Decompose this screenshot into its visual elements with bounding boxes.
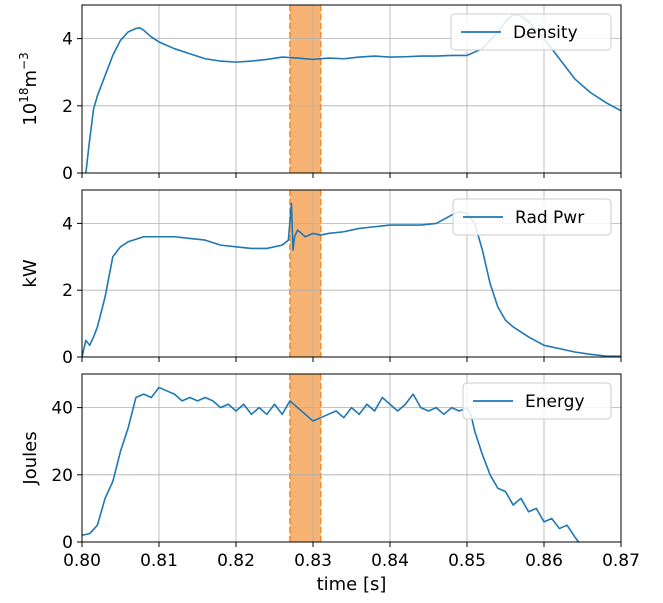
y-tick-label: 4	[62, 214, 73, 234]
x-tick-label: 0.87	[602, 551, 640, 571]
legend: Energy	[462, 382, 612, 420]
x-axis-label: time [s]	[317, 574, 387, 595]
legend-label: Rad Pwr	[515, 208, 584, 228]
y-tick-label: 0	[62, 348, 73, 368]
y-axis-label-part: −3	[17, 52, 31, 70]
x-tick-label: 0.84	[371, 551, 409, 571]
y-axis-label-part: m	[20, 70, 41, 88]
y-tick-label: 0	[62, 533, 73, 553]
y-axis-label-part: 10	[20, 103, 41, 126]
x-tick-label: 0.82	[217, 551, 255, 571]
y-axis-label: kW	[20, 259, 41, 287]
x-tick-label: 0.80	[63, 551, 101, 571]
y-tick-label: 2	[62, 281, 73, 301]
plot-frame	[81, 4, 622, 174]
x-tick-label: 0.81	[140, 551, 178, 571]
y-tick-label: 20	[51, 466, 73, 486]
panel-2: 0 2 4 kW Rad Pwr	[20, 189, 622, 368]
x-tick-label: 0.83	[294, 551, 332, 571]
plot-frame	[81, 189, 622, 358]
y-tick-label: 0	[62, 164, 73, 184]
y-tick-label: 2	[62, 97, 73, 117]
plot-frame	[81, 373, 622, 543]
y-tick-label: 40	[51, 399, 73, 419]
legend: Density	[450, 13, 612, 51]
y-axis-label: 1018m−3	[17, 52, 41, 125]
legend-box	[452, 198, 612, 236]
series-line-energy	[82, 386, 580, 542]
series-line-rad-pwr	[82, 202, 621, 357]
legend-label: Energy	[525, 392, 585, 412]
highlight-band	[289, 374, 321, 542]
panel-3: 0.80 0.81 0.82 0.83 0.84 0.85 0.86 0.87 0 20 40 Jou…	[20, 373, 640, 595]
legend-label: Density	[513, 23, 578, 43]
y-axis-label-part: 18	[17, 88, 31, 103]
legend-box	[462, 382, 612, 420]
highlight-band	[289, 190, 321, 357]
panel-1: 0 2 4 1018m−3 Density	[17, 4, 622, 184]
y-axis-label: Joules	[20, 431, 41, 485]
highlight-band	[289, 5, 321, 173]
y-tick-label: 4	[62, 30, 73, 50]
legend: Rad Pwr	[452, 198, 612, 236]
legend-box	[450, 13, 612, 51]
x-tick-label: 0.85	[448, 551, 486, 571]
x-tick-label: 0.86	[525, 551, 563, 571]
